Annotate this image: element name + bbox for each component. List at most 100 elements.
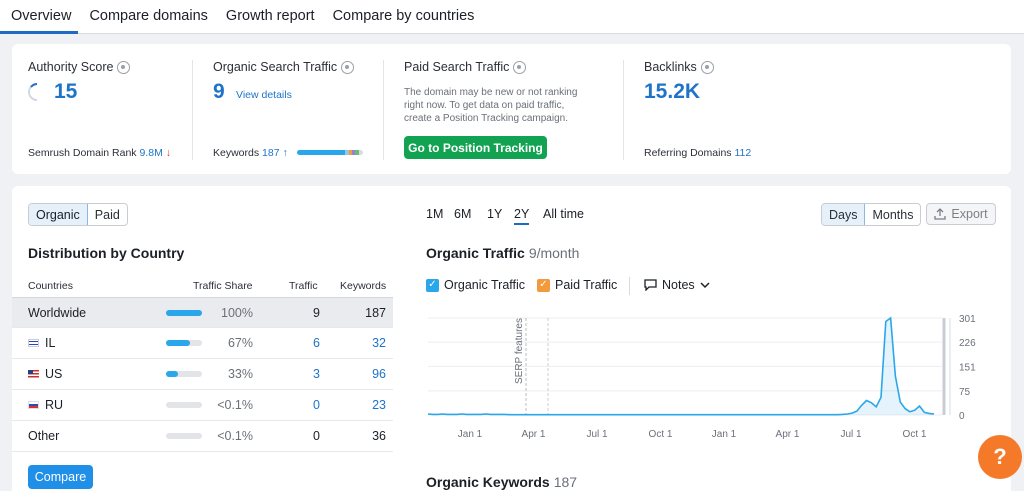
table-row[interactable]: US 33% 3 96 [12,359,393,390]
traffic-share-bar [166,402,202,408]
y-tick-label: 151 [959,362,976,373]
checkbox-checked-icon[interactable]: ✓ [537,278,550,292]
tab-bar: Overview Compare domains Growth report C… [0,0,1024,34]
help-button[interactable]: ? [978,435,1022,479]
traffic-value[interactable]: 6 [313,336,320,350]
us-flag-icon [28,370,39,378]
keywords-stat: Keywords 187 ↑ [213,147,288,159]
keywords-label: Keywords [213,147,260,159]
traffic-share-value: 33% [227,367,253,381]
x-tick-label: Jan 1 [712,429,737,440]
tab-compare-domains[interactable]: Compare domains [89,8,208,24]
table-row[interactable]: RU <0.1% 0 23 [12,390,393,421]
tab-compare-by-countries[interactable]: Compare by countries [332,8,475,24]
traffic-value[interactable]: 3 [313,367,320,381]
x-tick-label: Jul 1 [586,429,608,440]
traffic-share-value: <0.1% [217,429,253,443]
table-row[interactable]: Other <0.1% 0 36 [12,421,393,452]
traffic-share-value: <0.1% [217,398,253,412]
col-traffic-share: Traffic Share [193,280,253,292]
info-icon[interactable] [700,60,714,74]
chart-title-text: Organic Traffic [426,245,525,261]
organic-traffic-card: Organic Search Traffic 9 View details Ke… [213,44,378,174]
series-line [427,316,935,416]
country-name: Worldwide [28,306,86,320]
legend-paid[interactable]: ✓ Paid Traffic [537,278,617,292]
range-all-time[interactable]: All time [543,207,584,221]
granularity-months[interactable]: Months [872,207,914,222]
chevron-down-icon [700,282,710,289]
paid-traffic-label: Paid Search Traffic [404,60,527,74]
x-tick-label: Apr 1 [776,429,800,440]
toggle-organic[interactable]: Organic [29,204,88,225]
info-icon[interactable] [513,60,527,74]
organic-keywords-value: 187 [553,474,578,490]
keywords-trend-up-icon: ↑ [282,147,288,159]
keywords-value[interactable]: 96 [372,367,386,381]
info-icon[interactable] [341,60,355,74]
note-icon [644,279,657,291]
backlinks-card: Backlinks 15.2K Referring Domains 112 [644,44,844,174]
organic-traffic-chart-title: Organic Traffic 9/month [426,245,579,261]
keywords-value: 187 [365,306,386,320]
domain-rank: Semrush Domain Rank 9.8M ↓ [28,147,171,159]
x-tick-label: Jul 1 [840,429,862,440]
compare-button[interactable]: Compare [28,465,93,489]
keywords-distribution-bar [297,150,363,155]
go-to-position-tracking-button[interactable]: Go to Position Tracking [404,136,547,159]
traffic-value: 0 [313,429,320,443]
backlinks-label-text: Backlinks [644,60,697,74]
israel-flag-icon [28,339,39,347]
traffic-value: 9 [313,306,320,320]
traffic-share-value: 67% [227,336,253,350]
organic-traffic-label-text: Organic Search Traffic [213,60,338,74]
range-2y[interactable]: 2Y [514,207,530,225]
range-6m[interactable]: 6M [454,207,472,221]
country-label: Worldwide [28,306,87,320]
table-row[interactable]: Worldwide 100% 9 187 [12,297,393,328]
range-1y[interactable]: 1Y [487,207,503,221]
view-details-link[interactable]: View details [236,89,292,101]
domain-rank-value[interactable]: 9.8M [139,147,163,159]
keywords-value[interactable]: 23 [372,398,386,412]
traffic-share-bar [166,433,202,439]
country-label: US [45,367,63,381]
col-keywords: Keywords [340,280,387,292]
traffic-share-bar [166,310,202,316]
y-tick-label: 0 [959,411,965,422]
authority-score-card: Authority Score 15 Semrush Domain Rank 9… [28,44,198,174]
legend-organic[interactable]: ✓ Organic Traffic [426,278,525,292]
granularity-days[interactable]: Days [822,204,866,225]
tab-overview[interactable]: Overview [0,0,79,34]
table-row[interactable]: IL 67% 6 32 [12,328,393,359]
info-icon[interactable] [117,60,131,74]
toggle-paid[interactable]: Paid [94,207,120,222]
traffic-share-value: 100% [221,306,253,320]
y-tick-label: 226 [959,338,976,349]
authority-score-label-text: Authority Score [28,60,114,74]
keywords-value[interactable]: 187 [262,147,280,159]
traffic-value[interactable]: 0 [313,398,320,412]
notes-dropdown[interactable]: Notes [644,278,710,292]
domain-rank-label: Semrush Domain Rank [28,147,137,159]
backlinks-value[interactable]: 15.2K [644,80,701,103]
y-tick-label: 75 [959,387,971,398]
traffic-share-bar [166,371,202,377]
organic-traffic-chart[interactable]: 0 75 151 226 301 SERP features Jan 1 Apr 1 Jul 1… [422,310,982,450]
y-tick-label: 301 [959,314,976,325]
authority-score-value: 15 [54,80,78,103]
referring-domains-label: Referring Domains [644,147,732,159]
export-button[interactable]: Export [926,203,996,225]
country-label: Other [28,429,60,443]
referring-domains-value[interactable]: 112 [734,147,752,159]
paid-desc-line3: create a Position Tracking campaign. [404,113,568,124]
country-label: IL [45,336,56,350]
paid-traffic-description: The domain may be new or not ranking rig… [404,86,577,125]
country-name: Other [28,429,59,443]
checkbox-checked-icon[interactable]: ✓ [426,278,439,292]
keywords-value[interactable]: 32 [372,336,386,350]
tab-growth-report[interactable]: Growth report [225,8,315,24]
range-1m[interactable]: 1M [426,207,444,221]
legend-paid-label: Paid Traffic [555,278,618,292]
granularity-toggle: Days Months [821,203,922,226]
